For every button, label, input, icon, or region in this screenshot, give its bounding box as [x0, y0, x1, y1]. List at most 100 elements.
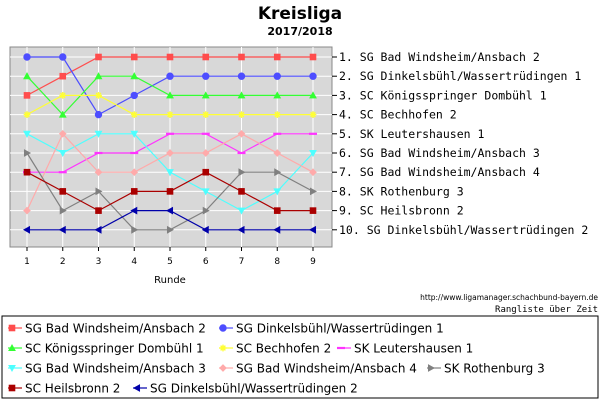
data-point	[273, 91, 282, 99]
rank-label: 10. SG Dinkelsbühl/Wassertrüdingen 2	[339, 223, 588, 237]
rank-label: 7. SG Bad Windsheim/Ansbach 4	[339, 165, 540, 179]
data-point	[273, 149, 282, 157]
x-tick-label: 5	[167, 257, 173, 267]
data-point	[166, 91, 174, 99]
data-point	[130, 111, 138, 118]
rank-label: 1. SG Bad Windsheim/Ansbach 2	[339, 50, 540, 64]
data-point	[309, 187, 318, 196]
legend-marker	[132, 384, 141, 392]
rank-label: 6. SG Bad Windsheim/Ansbach 3	[339, 146, 540, 160]
data-point	[201, 91, 210, 99]
data-point	[22, 225, 31, 234]
data-point	[273, 72, 281, 80]
legend-marker	[8, 364, 16, 373]
data-point	[237, 207, 246, 215]
data-point	[202, 206, 210, 215]
legend-label: SG Dinkelsbühl/Wassertrüdingen 1	[236, 322, 444, 336]
data-point	[59, 206, 67, 215]
data-point	[59, 53, 67, 61]
data-point	[130, 188, 138, 195]
data-point	[237, 72, 246, 80]
chart-subtitle: 2017/2018	[267, 25, 332, 38]
x-tick-label: 9	[310, 257, 316, 267]
data-point	[58, 225, 66, 234]
data-point	[94, 225, 102, 234]
data-point	[166, 188, 174, 195]
data-point	[166, 149, 174, 157]
data-point	[59, 72, 67, 80]
rank-label: 3. SC Königsspringer Dombühl 1	[339, 88, 547, 102]
data-point	[238, 168, 246, 177]
legend-label: SG Bad Windsheim/Ansbach 3	[25, 362, 206, 376]
data-point	[59, 92, 67, 99]
legend-label: SC Heilsbronn 2	[25, 382, 120, 396]
data-point	[59, 188, 67, 195]
data-point	[308, 225, 317, 234]
legend-marker	[219, 364, 227, 372]
legend-label: SG Dinkelsbühl/Wassertrüdingen 2	[150, 382, 358, 396]
data-point	[273, 188, 282, 196]
legend-label: SC Bechhofen 2	[236, 342, 331, 356]
data-point	[58, 129, 67, 138]
legend-marker	[219, 344, 227, 352]
x-tick-label: 1	[24, 257, 30, 267]
data-point	[23, 92, 31, 99]
data-point	[201, 149, 210, 157]
data-point	[58, 110, 67, 118]
data-point	[94, 168, 103, 177]
data-point	[95, 92, 102, 99]
data-point	[166, 53, 174, 61]
data-point	[94, 130, 103, 138]
data-point	[309, 207, 317, 214]
data-point	[202, 53, 210, 61]
data-point	[165, 206, 174, 215]
legend-label: SK Leutershausen 1	[354, 342, 473, 356]
data-point	[130, 91, 138, 100]
data-point	[23, 168, 31, 176]
data-point	[94, 110, 103, 119]
data-point	[238, 53, 245, 61]
x-tick-label: 4	[131, 257, 137, 267]
data-point	[238, 111, 245, 118]
rank-label: 2. SG Dinkelsbühl/Wassertrüdingen 1	[339, 69, 581, 83]
data-point	[273, 207, 281, 214]
data-point	[166, 169, 174, 177]
data-point	[130, 72, 139, 80]
data-point	[94, 72, 103, 80]
legend-label: SG Bad Windsheim/Ansbach 4	[236, 362, 417, 376]
data-point	[273, 225, 281, 234]
data-point	[238, 188, 245, 195]
data-point	[202, 72, 210, 80]
legend-marker	[427, 364, 436, 372]
legend-marker	[8, 384, 16, 392]
data-point	[95, 53, 102, 61]
data-point	[274, 168, 282, 177]
chart-title: Kreisliga	[258, 4, 342, 24]
data-point	[58, 149, 67, 158]
data-point	[131, 225, 139, 234]
data-point	[201, 188, 210, 196]
data-point	[166, 225, 175, 234]
data-point	[202, 111, 210, 118]
data-point	[130, 206, 138, 215]
data-point	[309, 111, 317, 118]
data-point	[309, 72, 317, 80]
data-point	[237, 91, 246, 99]
x-tick-label: 3	[96, 257, 102, 267]
x-tick-label: 2	[60, 257, 66, 267]
legend-box	[1, 315, 599, 399]
x-tick-label: 6	[203, 257, 209, 267]
data-point	[166, 111, 174, 118]
data-point	[130, 53, 138, 61]
data-point	[309, 91, 317, 99]
data-point	[166, 72, 174, 80]
data-point	[130, 130, 139, 138]
rank-label: 9. SC Heilsbronn 2	[339, 204, 464, 218]
data-point	[23, 206, 31, 215]
legend-label: SC Königsspringer Dombühl 1	[25, 342, 204, 356]
data-point	[95, 187, 103, 196]
data-point	[202, 168, 210, 176]
data-point	[23, 111, 31, 118]
data-point	[130, 168, 139, 177]
